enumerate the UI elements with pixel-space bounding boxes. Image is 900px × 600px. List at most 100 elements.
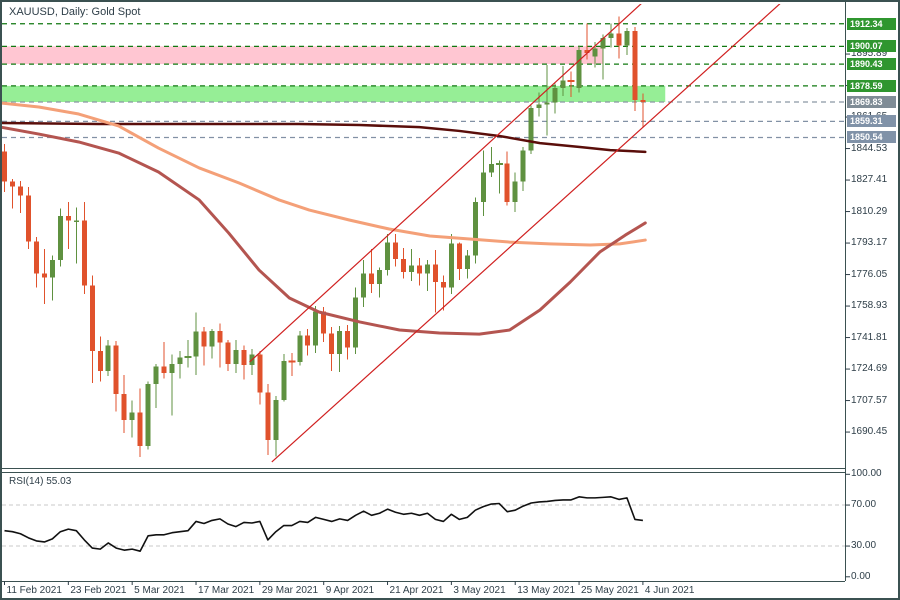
price-axis[interactable]: 1895.891878.771861.651844.531827.411810.… <box>846 0 900 600</box>
candle-body <box>361 273 367 298</box>
candle-body <box>41 273 47 278</box>
moving-average-ma200[interactable] <box>1 121 647 154</box>
candle-body <box>345 330 351 348</box>
candle-body <box>472 201 478 256</box>
candle-body <box>129 412 135 421</box>
candle-body <box>401 259 406 272</box>
candle-body <box>2 151 7 182</box>
price-tick-label: 1690.45 <box>851 426 888 438</box>
price-tick-label: 1810.29 <box>851 205 888 217</box>
candle-body <box>33 241 39 274</box>
date-tick-label: 5 Mar 2021 <box>134 585 185 596</box>
candle-body <box>600 38 606 49</box>
date-tick-label: 29 Mar 2021 <box>261 585 319 596</box>
price-tick-label: 1707.57 <box>851 394 888 406</box>
candle-body <box>297 335 303 363</box>
candle-body <box>193 331 199 357</box>
candle-body <box>416 265 422 274</box>
candle-body <box>89 285 95 352</box>
candle-body <box>145 384 151 446</box>
date-tick-label: 13 May 2021 <box>517 585 576 596</box>
candle-body <box>9 181 15 187</box>
price-level-badge: 1900.07 <box>847 40 896 53</box>
candle-body <box>440 282 446 288</box>
price-level-badge: 1878.59 <box>847 79 896 92</box>
candle-body <box>281 361 287 400</box>
candle-body <box>81 220 87 286</box>
candle-body <box>608 33 614 39</box>
date-tick-label: 21 Apr 2021 <box>389 585 444 596</box>
candle-body <box>544 102 550 105</box>
price-level-badge: 1869.83 <box>847 96 896 108</box>
candle-body <box>321 311 327 334</box>
candle-body <box>528 108 534 151</box>
trendline[interactable] <box>271 0 784 463</box>
price-tick-label: 1724.69 <box>851 363 888 375</box>
candle-body <box>424 264 430 274</box>
candle-body <box>377 270 383 284</box>
date-tick-label: 25 May 2021 <box>581 585 639 596</box>
candle-body <box>464 255 470 270</box>
candle-body <box>217 330 223 343</box>
main-plot[interactable] <box>0 0 845 463</box>
date-tick-label: 4 Jun 2021 <box>644 585 695 596</box>
candle-body <box>201 331 207 347</box>
candle-body <box>65 215 71 221</box>
date-axis[interactable]: 11 Feb 2021 23 Feb 2021 5 Mar 2021 17 Mar 2… <box>0 583 846 600</box>
symbol-label: XAUUSD, Daily: Gold Spot <box>9 6 141 18</box>
rsi-indicator-label: RSI(14) 55.03 <box>9 476 72 487</box>
candle-body <box>97 351 103 372</box>
price-tick-label: 1827.41 <box>851 174 888 186</box>
candle-body <box>488 164 494 173</box>
candle-body <box>448 243 454 288</box>
candle-body <box>640 99 646 102</box>
candle-body <box>584 50 590 53</box>
candle-body <box>49 259 55 278</box>
candle-body <box>624 30 630 46</box>
candle-body <box>305 335 311 346</box>
candle-body <box>504 163 510 202</box>
trendline[interactable] <box>249 0 645 363</box>
candle-body <box>257 354 263 393</box>
candle-body <box>385 242 391 271</box>
candle-body <box>592 48 598 57</box>
price-tick-label: 1776.05 <box>851 268 888 280</box>
candle-body <box>121 394 127 421</box>
rsi-plot[interactable] <box>2 496 845 552</box>
price-level-badge: 1859.31 <box>847 115 896 128</box>
candle-doji <box>495 162 503 165</box>
candle-body <box>393 242 399 260</box>
candle-body <box>241 350 247 365</box>
candle-doji <box>567 79 575 82</box>
candle-body <box>265 392 271 441</box>
candle-body <box>552 87 558 103</box>
candle-body <box>209 330 215 347</box>
candle-body <box>632 30 638 100</box>
candle-body <box>105 345 111 372</box>
candle-body <box>169 363 175 374</box>
date-tick-label: 9 Apr 2021 <box>325 585 375 596</box>
candle-body <box>329 333 335 354</box>
candle-body <box>576 50 582 88</box>
price-zone <box>2 85 666 102</box>
candle-body <box>161 366 167 374</box>
candle-body <box>313 311 319 346</box>
rsi-line <box>4 496 643 552</box>
moving-average-ma50[interactable] <box>1 125 647 336</box>
price-tick-label: 1758.93 <box>851 300 888 312</box>
date-tick-label: 11 Feb 2021 <box>6 585 62 596</box>
price-level-badge: 1912.34 <box>847 17 896 30</box>
candle-body <box>536 104 542 109</box>
candle-body <box>273 399 279 441</box>
candle-body <box>225 342 231 364</box>
moving-average-ma100[interactable] <box>1 101 647 247</box>
candle-body <box>616 33 622 46</box>
candle-body <box>177 357 183 364</box>
candle-body <box>432 264 438 283</box>
price-tick-label: 1793.17 <box>851 237 888 249</box>
price-tick-label: 1741.81 <box>851 331 888 343</box>
candle-body <box>137 412 143 446</box>
